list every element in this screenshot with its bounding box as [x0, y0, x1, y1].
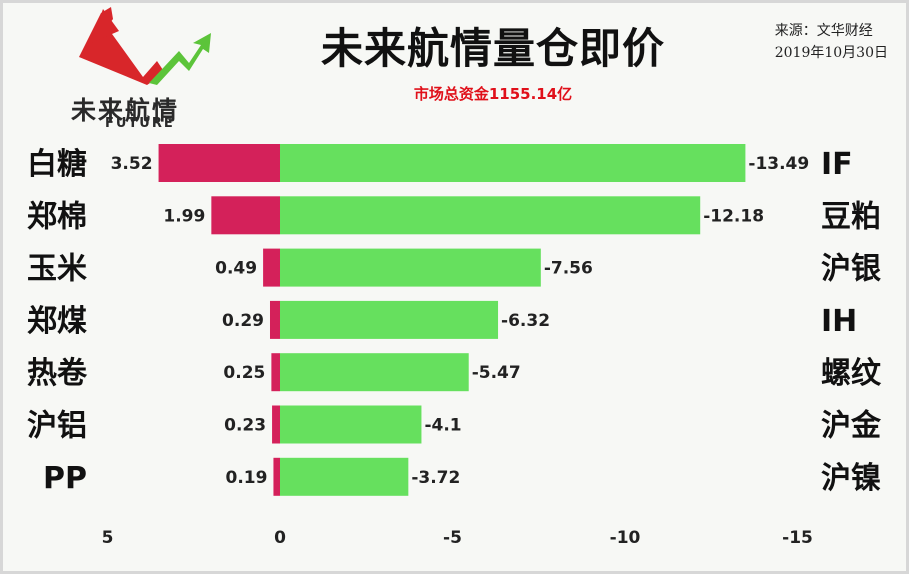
- bar-positive: [271, 353, 280, 392]
- value-label-positive: 0.49: [215, 259, 257, 279]
- bar-positive: [158, 144, 280, 182]
- category-label-left: 郑煤: [27, 304, 87, 339]
- value-label-positive: 0.25: [223, 363, 265, 383]
- value-label-negative: -3.72: [411, 468, 460, 488]
- x-tick-label: -15: [782, 528, 813, 548]
- category-label-left: 郑棉: [27, 199, 87, 234]
- value-label-positive: 0.29: [222, 311, 264, 331]
- value-label-positive: 0.23: [224, 416, 266, 436]
- logo: 未来航情 FUTURE: [61, 5, 236, 133]
- value-label-negative: -5.47: [472, 363, 521, 383]
- logo-text-en: FUTURE: [105, 116, 175, 131]
- logo-text-cn: 未来航情: [71, 96, 180, 125]
- category-label-right: IF: [821, 147, 853, 182]
- category-label-right: IH: [821, 304, 857, 339]
- category-label-left: 沪铝: [27, 409, 87, 444]
- value-label-negative: -13.49: [748, 154, 809, 174]
- chart-title: 未来航情量仓即价: [320, 24, 665, 73]
- x-tick-label: -10: [610, 528, 641, 548]
- bar-positive: [263, 248, 280, 287]
- source-info: 来源：文华财经 2019年10月30日: [775, 20, 888, 64]
- category-label-right: 螺纹: [821, 356, 882, 391]
- bar-negative: [280, 405, 422, 444]
- category-label-right: 沪镍: [821, 461, 881, 496]
- x-tick-label: 5: [102, 528, 114, 548]
- bar-negative: [280, 457, 409, 496]
- logo-arrows-icon: [79, 7, 211, 85]
- value-label-negative: -4.1: [424, 416, 461, 436]
- bar-positive: [272, 405, 280, 444]
- value-label-negative: -7.56: [544, 259, 593, 279]
- category-label-left: 白糖: [27, 147, 87, 182]
- bar-negative: [280, 248, 541, 287]
- value-label-positive: 3.52: [111, 154, 153, 174]
- bar-negative: [280, 196, 701, 235]
- x-tick-label: -5: [443, 528, 462, 548]
- category-label-right: 沪银: [821, 252, 881, 287]
- category-label-right: 豆粕: [821, 199, 881, 234]
- bar-negative: [280, 353, 469, 392]
- x-tick-label: 0: [274, 528, 286, 548]
- bar-positive: [269, 300, 280, 339]
- value-label-positive: 1.99: [163, 206, 205, 226]
- category-label-right: 沪金: [821, 409, 882, 444]
- value-label-positive: 0.19: [225, 468, 267, 488]
- bar-negative: [280, 300, 499, 339]
- category-label-left: 热卷: [27, 356, 88, 391]
- source-date: 2019年10月30日: [774, 45, 888, 61]
- category-label-left: PP: [43, 461, 87, 496]
- bar-positive: [211, 196, 280, 235]
- category-label-left: 玉米: [27, 252, 87, 287]
- source-label: 来源：文华财经: [774, 23, 873, 39]
- bar-negative: [280, 144, 746, 182]
- value-label-negative: -6.32: [501, 311, 550, 331]
- chart-subtitle: 市场总资金1155.14亿: [413, 85, 573, 103]
- value-label-negative: -12.18: [703, 206, 764, 226]
- bar-positive: [273, 457, 280, 496]
- bar-chart: 3.52 -13.49白糖 IF1.99 -12.18郑棉 豆粕0.49 -7.56玉米沪…: [27, 144, 882, 548]
